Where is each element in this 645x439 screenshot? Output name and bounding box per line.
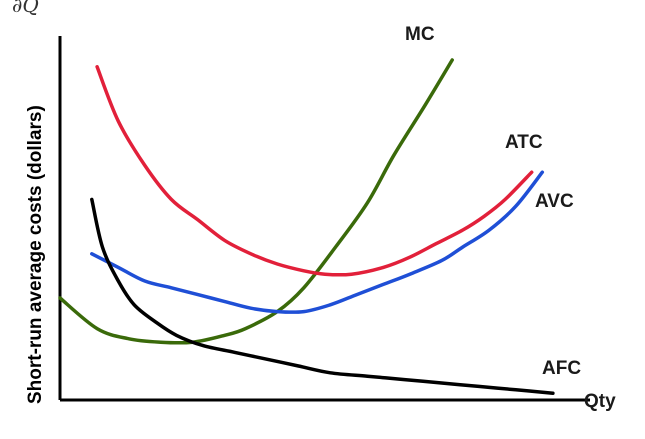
series-label-atc: ATC <box>505 132 543 153</box>
x-axis-label: Qty <box>584 391 616 412</box>
curves-group <box>58 58 555 395</box>
atc-curve <box>95 65 534 277</box>
avc-curve <box>90 170 545 314</box>
afc-curve <box>90 197 555 395</box>
top-fragment-label: ∂Q <box>12 0 39 17</box>
series-label-mc: MC <box>405 24 435 45</box>
y-axis-label: Short-run average costs (dollars) <box>25 105 46 404</box>
mc-curve <box>58 58 454 345</box>
series-label-avc: AVC <box>535 191 574 212</box>
series-label-afc: AFC <box>542 358 581 379</box>
